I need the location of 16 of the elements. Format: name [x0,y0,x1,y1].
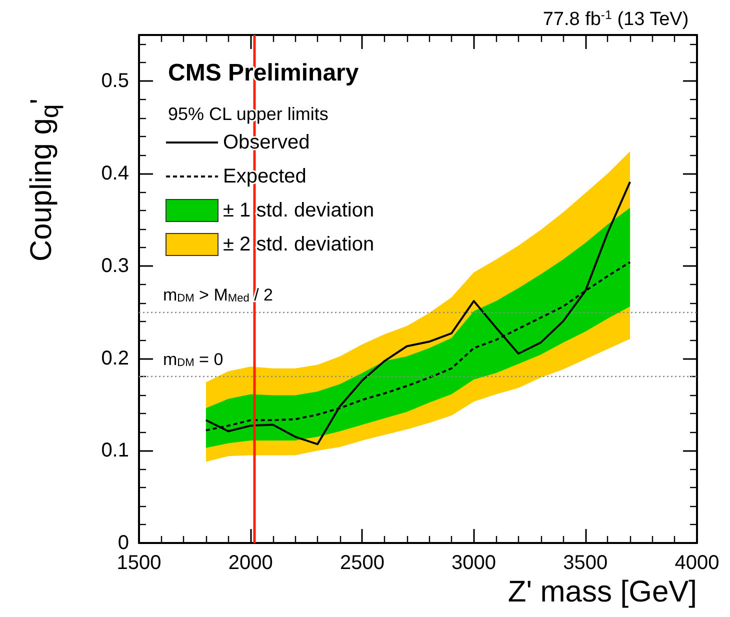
x-tick-label: 4000 [674,552,720,574]
x-tick-label: 2000 [228,552,273,574]
y-tick-label: 0.1 [101,440,129,462]
y-tick-label: 0.2 [101,347,129,370]
y-tick-label: 0.4 [101,162,129,185]
x-tick-label: 3000 [452,552,496,574]
y-tick-label: 0.3 [101,254,129,277]
legend-label: ± 1 std. deviation [223,200,374,222]
x-tick-label: 2500 [340,552,384,574]
ref-line-label: mDM = 0 [163,350,224,370]
y-tick-label: 0.5 [101,70,129,92]
y-tick-label: 0 [118,532,129,554]
x-axis-title: Z' mass [GeV] [508,576,697,608]
x-tick-label: 3500 [563,552,608,574]
legend-label: ± 2 std. deviation [223,234,374,256]
x-tick-label: 1500 [116,552,162,574]
